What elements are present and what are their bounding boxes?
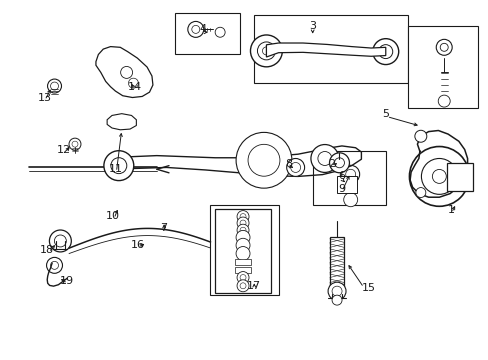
Circle shape <box>408 147 468 206</box>
Bar <box>329 237 344 289</box>
Circle shape <box>50 261 59 269</box>
Circle shape <box>414 130 426 142</box>
Circle shape <box>331 295 341 305</box>
Bar <box>446 163 472 192</box>
Text: 16: 16 <box>130 239 144 249</box>
Text: 3: 3 <box>308 21 316 31</box>
Circle shape <box>290 162 300 172</box>
Circle shape <box>247 144 279 176</box>
Circle shape <box>343 193 357 207</box>
Text: 15: 15 <box>361 283 375 293</box>
Polygon shape <box>266 43 385 57</box>
Circle shape <box>49 230 71 252</box>
Circle shape <box>54 235 66 247</box>
Circle shape <box>437 95 449 107</box>
Text: 2: 2 <box>328 159 335 169</box>
Circle shape <box>435 39 451 55</box>
Circle shape <box>215 27 224 37</box>
Text: 6: 6 <box>338 171 345 181</box>
Circle shape <box>237 271 248 284</box>
Circle shape <box>421 158 456 194</box>
Text: 5: 5 <box>382 109 388 119</box>
Bar <box>407 26 477 108</box>
Text: 1: 1 <box>447 206 454 216</box>
Text: 17: 17 <box>246 281 261 291</box>
Circle shape <box>187 21 203 37</box>
Bar <box>336 176 356 193</box>
Bar <box>234 259 251 265</box>
Circle shape <box>345 169 355 179</box>
Circle shape <box>240 220 245 226</box>
Polygon shape <box>96 46 153 98</box>
Bar <box>254 15 407 83</box>
Circle shape <box>240 283 245 289</box>
Text: 13: 13 <box>38 93 52 103</box>
Circle shape <box>240 213 245 220</box>
Text: 18: 18 <box>40 245 54 255</box>
Circle shape <box>341 165 359 183</box>
Circle shape <box>415 188 425 198</box>
Circle shape <box>72 141 78 147</box>
Text: 8: 8 <box>284 159 291 169</box>
Text: 7: 7 <box>160 224 167 233</box>
Circle shape <box>250 35 282 67</box>
Circle shape <box>329 153 349 173</box>
Circle shape <box>236 238 249 252</box>
Text: 14: 14 <box>127 82 142 92</box>
Circle shape <box>431 170 446 183</box>
Bar <box>175 13 239 54</box>
Circle shape <box>191 26 200 33</box>
Circle shape <box>237 224 248 236</box>
Circle shape <box>317 152 331 166</box>
Circle shape <box>69 138 81 150</box>
Circle shape <box>331 286 341 296</box>
Circle shape <box>46 257 62 273</box>
Circle shape <box>237 217 248 229</box>
Circle shape <box>50 82 59 90</box>
Bar <box>215 209 271 293</box>
Circle shape <box>286 158 304 176</box>
Circle shape <box>334 158 344 168</box>
Circle shape <box>236 247 249 261</box>
Text: 4: 4 <box>199 24 206 35</box>
Circle shape <box>240 275 245 280</box>
Circle shape <box>240 227 245 233</box>
Circle shape <box>236 230 249 244</box>
Circle shape <box>378 45 392 59</box>
Circle shape <box>439 43 447 51</box>
Circle shape <box>372 39 398 64</box>
Text: 9: 9 <box>338 184 345 194</box>
Circle shape <box>121 67 132 78</box>
Bar <box>312 151 385 205</box>
Circle shape <box>262 47 270 55</box>
Circle shape <box>47 79 61 93</box>
Circle shape <box>111 158 126 174</box>
Circle shape <box>237 280 248 292</box>
Text: 11: 11 <box>108 164 122 174</box>
Circle shape <box>237 211 248 222</box>
Circle shape <box>236 132 291 188</box>
Circle shape <box>327 282 346 300</box>
Circle shape <box>257 42 275 60</box>
Text: 12: 12 <box>57 144 71 154</box>
Text: 19: 19 <box>60 276 74 286</box>
Circle shape <box>128 78 138 88</box>
Circle shape <box>310 144 338 172</box>
Bar <box>210 205 278 295</box>
Text: 10: 10 <box>106 211 120 221</box>
Bar <box>234 267 251 273</box>
Circle shape <box>103 151 134 181</box>
Polygon shape <box>107 114 136 130</box>
